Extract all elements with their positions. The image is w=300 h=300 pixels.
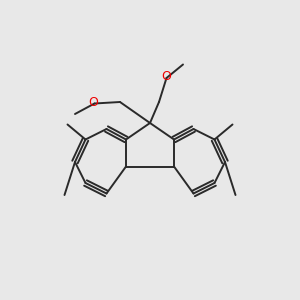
Text: O: O <box>162 70 171 83</box>
Text: O: O <box>88 95 98 109</box>
